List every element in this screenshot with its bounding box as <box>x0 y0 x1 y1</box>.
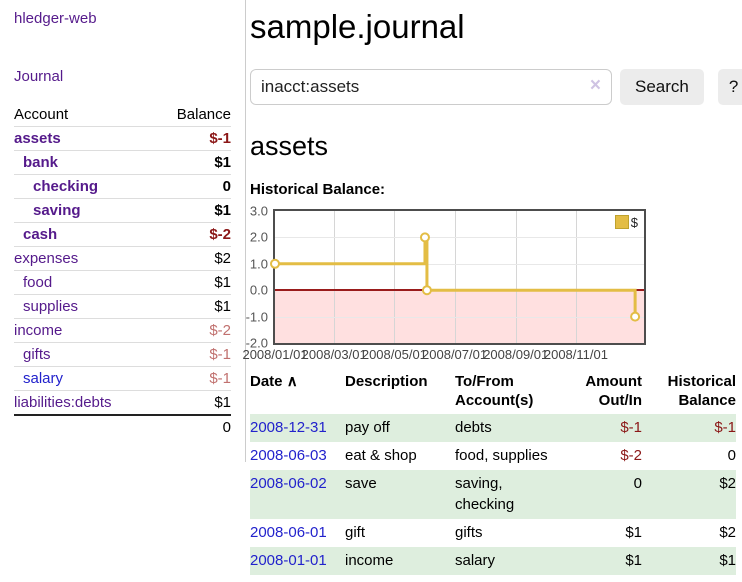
account-balance: $2 <box>153 246 231 271</box>
account-balance: $1 <box>153 294 231 319</box>
transaction-balance: $2 <box>719 523 736 541</box>
sidebar-account-assets[interactable]: assets <box>14 130 61 147</box>
search-input[interactable] <box>250 69 612 106</box>
transaction-amount: $-1 <box>620 418 642 436</box>
transaction-amount: $-2 <box>620 447 642 465</box>
sidebar-account-expenses[interactable]: expenses <box>14 250 79 267</box>
transaction-accounts: food, supplies <box>455 447 548 465</box>
sidebar-account-bank[interactable]: bank <box>23 154 59 171</box>
balance-column-header: Balance <box>176 106 231 123</box>
nav-journal-link[interactable]: Journal <box>14 68 64 85</box>
sidebar-account-liabilities-debts[interactable]: liabilities:debts <box>14 394 112 411</box>
description-column-header: Description <box>345 372 428 390</box>
sidebar-account-salary[interactable]: salary <box>23 370 64 387</box>
sidebar-account-food[interactable]: food <box>23 274 53 291</box>
legend-swatch-icon <box>614 215 629 230</box>
transactions-table-header: Date ∧ Description To/From Account(s) Am… <box>250 369 736 414</box>
table-row: checking 0 <box>14 174 231 199</box>
transaction-amount: $1 <box>625 523 642 541</box>
transaction-date-link[interactable]: 2008-06-01 <box>250 523 327 541</box>
transaction-accounts: gifts <box>455 523 483 541</box>
transaction-balance: $1 <box>719 552 736 570</box>
account-title: assets <box>250 130 329 161</box>
table-row: income $-2 <box>14 318 231 343</box>
search-input-wrap: × <box>250 69 612 106</box>
transaction-date-link[interactable]: 2008-06-02 <box>250 475 327 493</box>
transaction-accounts: debts <box>455 418 492 436</box>
transaction-accounts: saving, checking <box>455 475 515 513</box>
main-content: sample.journal × Search ? assets Histori… <box>242 0 742 576</box>
sidebar-account-income[interactable]: income <box>14 322 63 339</box>
transactions-table: Date ∧ Description To/From Account(s) Am… <box>250 369 736 576</box>
sidebar-account-saving[interactable]: saving <box>33 202 81 219</box>
table-row: gifts $-1 <box>14 342 231 367</box>
sidebar-account-supplies[interactable]: supplies <box>23 298 79 315</box>
table-row: salary $-1 <box>14 366 231 391</box>
clear-search-icon[interactable]: × <box>589 75 601 97</box>
transaction-row: 2008-12-31 pay off debts $-1 $-1 <box>250 413 736 443</box>
transaction-row: 2008-06-03 eat & shop food, supplies $-2… <box>250 442 736 470</box>
historical-balance-chart: 3.0 2.0 1.0 0.0 -1.0 -2.0 $ 2008/01/01 2008/03… <box>240 203 736 367</box>
transaction-amount: 0 <box>633 475 642 493</box>
transaction-description: income <box>345 552 394 570</box>
table-row: expenses $2 <box>14 246 231 271</box>
account-balance: $1 <box>153 390 231 415</box>
chart-section-label: Historical Balance: <box>250 180 386 198</box>
transaction-row: 2008-06-02 save saving, checking 0 $2 <box>250 470 736 519</box>
table-row: saving $1 <box>14 198 231 223</box>
search-button[interactable]: Search <box>620 69 704 106</box>
amount-column-header: Amount Out/In <box>585 372 642 410</box>
transaction-date-link[interactable]: 2008-06-03 <box>250 447 327 465</box>
transaction-date-link[interactable]: 2008-01-01 <box>250 552 327 570</box>
balance-column-header: Historical Balance <box>667 372 736 410</box>
transaction-row: 2008-01-01 income salary $1 $1 <box>250 547 736 576</box>
chart-plot-area: $ <box>270 208 646 345</box>
page-title: sample.journal <box>250 8 465 45</box>
account-balance: $-1 <box>153 342 231 367</box>
sidebar: hledger-web Journal Account Balance asse… <box>0 0 246 462</box>
help-button[interactable]: ? <box>717 69 742 106</box>
account-column-header: Account <box>14 106 69 123</box>
table-row: food $1 <box>14 270 231 295</box>
transaction-description: save <box>345 475 377 493</box>
account-balance-table: Account Balance assets $-1 bank $1 check… <box>14 103 231 439</box>
transaction-amount: $1 <box>625 552 642 570</box>
legend-label: $ <box>630 214 638 230</box>
table-row: assets $-1 <box>14 126 231 151</box>
search-form: × Search ? <box>250 69 742 106</box>
account-balance: $-2 <box>153 318 231 343</box>
transaction-balance: $2 <box>719 475 736 493</box>
account-table-header: Account Balance <box>14 103 231 127</box>
transaction-row: 2008-06-01 gift gifts $1 $2 <box>250 519 736 547</box>
sidebar-account-gifts[interactable]: gifts <box>23 346 51 363</box>
total-row: 0 <box>14 414 231 439</box>
tofrom-column-header: To/From Account(s) <box>455 372 534 410</box>
sidebar-account-checking[interactable]: checking <box>33 178 99 195</box>
account-balance: $1 <box>153 270 231 295</box>
transaction-date-link[interactable]: 2008-12-31 <box>250 418 327 436</box>
transaction-balance: $-1 <box>714 418 736 436</box>
transaction-accounts: salary <box>455 552 496 570</box>
table-row: supplies $1 <box>14 294 231 319</box>
transaction-description: gift <box>345 523 366 541</box>
table-row: cash $-2 <box>14 222 231 247</box>
table-row: liabilities:debts $1 <box>14 390 231 415</box>
account-balance: 0 <box>153 174 231 199</box>
transaction-description: eat & shop <box>345 447 417 465</box>
sidebar-account-cash[interactable]: cash <box>23 226 58 243</box>
date-column-header[interactable]: Date ∧ <box>250 372 298 390</box>
account-balance: $-2 <box>153 222 231 247</box>
transaction-balance: 0 <box>727 447 736 465</box>
table-row: bank $1 <box>14 150 231 175</box>
account-balance: $1 <box>153 198 231 223</box>
account-balance: $1 <box>153 150 231 175</box>
chart-legend: $ <box>612 213 640 231</box>
sort-ascending-icon: ∧ <box>286 372 298 390</box>
transaction-description: pay off <box>345 418 390 436</box>
app-brand-link[interactable]: hledger-web <box>14 10 97 27</box>
total-balance: 0 <box>153 414 231 439</box>
account-balance: $-1 <box>153 126 231 151</box>
account-balance: $-1 <box>153 366 231 391</box>
